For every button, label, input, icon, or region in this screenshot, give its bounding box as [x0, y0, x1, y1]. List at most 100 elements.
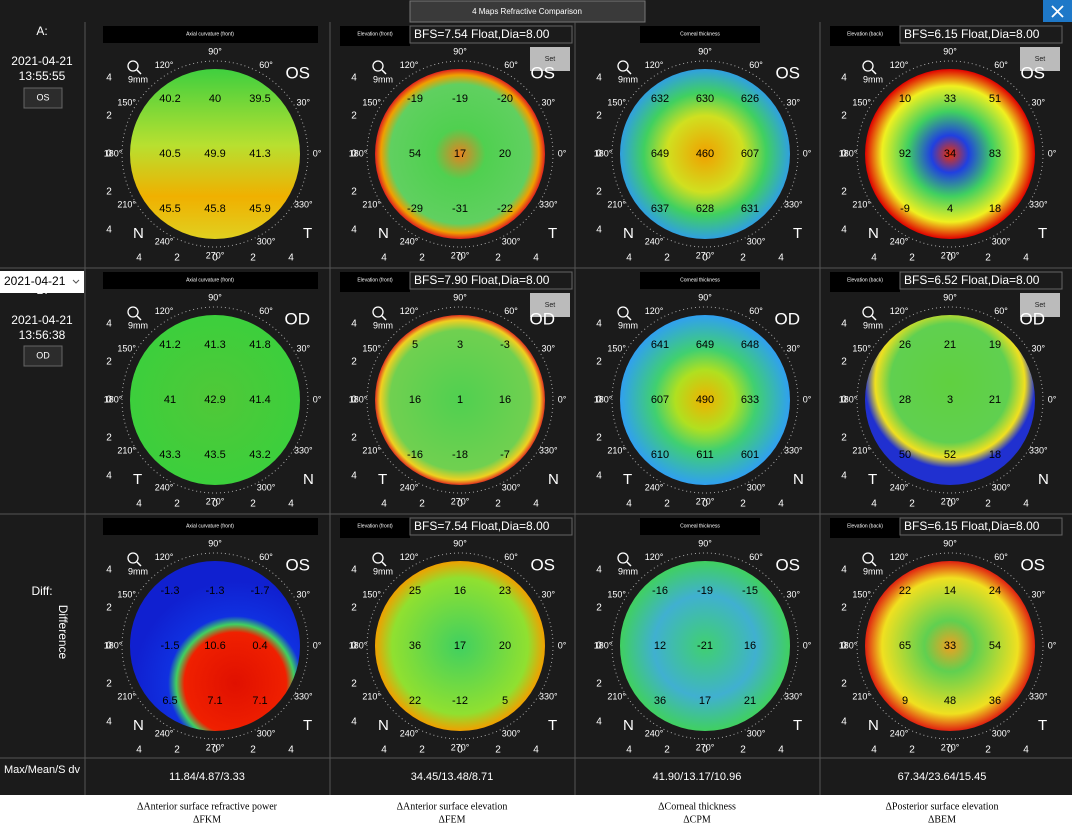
- x-tick-label: 2: [985, 745, 991, 756]
- x-tick-label: 0: [457, 745, 463, 756]
- y-tick-label: 2: [106, 357, 112, 368]
- angle-label: 30°: [787, 343, 801, 353]
- y-tick-label: 0: [841, 395, 847, 406]
- map-disc: [865, 561, 1035, 731]
- map-disc: [375, 561, 545, 731]
- x-tick-label: 2: [985, 253, 991, 264]
- y-tick-label: 0: [106, 149, 112, 160]
- y-tick-label: 4: [596, 319, 602, 330]
- map-value: -22: [497, 203, 513, 215]
- eye-label: OS: [775, 63, 800, 82]
- set-button-text: Set: [1035, 302, 1046, 309]
- y-tick-label: 4: [596, 73, 602, 84]
- map-disc: [130, 69, 300, 239]
- map-value: 9: [902, 695, 908, 707]
- map-value: 5: [412, 339, 418, 351]
- row-time: 13:55:55: [19, 69, 66, 83]
- x-tick-label: 2: [495, 499, 501, 510]
- angle-label: 180°: [594, 640, 613, 650]
- left-label: N: [378, 225, 389, 242]
- x-tick-label: 2: [419, 745, 425, 756]
- angle-label: 30°: [1032, 589, 1046, 599]
- bfs-box: [409, 517, 573, 536]
- set-button[interactable]: [1020, 293, 1060, 317]
- y-tick-label: 2: [841, 111, 847, 122]
- bfs-text: BFS=6.15 Float,Dia=8.00: [904, 519, 1040, 533]
- map-value: 1: [457, 394, 463, 406]
- zoom-icon: [862, 306, 874, 318]
- eye-button[interactable]: [23, 345, 63, 367]
- x-tick-label: 2: [740, 253, 746, 264]
- right-label: T: [1038, 225, 1047, 242]
- y-tick-label: 0: [841, 149, 847, 160]
- angle-label: 330°: [539, 445, 558, 455]
- map-value: 41.2: [159, 339, 180, 351]
- map-header: Axial curvature (front): [186, 523, 234, 529]
- map-value: -19: [407, 93, 423, 105]
- map-value: 641: [651, 339, 669, 351]
- y-tick-label: 4: [106, 717, 112, 728]
- angle-label: 30°: [787, 589, 801, 599]
- y-tick-label: 2: [841, 187, 847, 198]
- map-value: 92: [899, 148, 911, 160]
- x-tick-label: 4: [136, 499, 142, 510]
- zoom-icon-handle: [626, 69, 632, 75]
- zoom-icon: [862, 60, 874, 72]
- map-value: 0.4: [252, 640, 267, 652]
- angle-ring: [856, 306, 1044, 494]
- map-value: -12: [452, 695, 468, 707]
- angle-label: 180°: [104, 640, 123, 650]
- map-value: 10: [899, 93, 911, 105]
- map-value: 607: [651, 394, 669, 406]
- zoom-label: 9mm: [618, 320, 638, 330]
- map-value: 52: [944, 449, 956, 461]
- x-tick-label: 4: [533, 745, 539, 756]
- y-tick-label: 2: [106, 187, 112, 198]
- map-disc: [865, 69, 1035, 239]
- angle-label: 210°: [362, 691, 381, 701]
- y-tick-label: 2: [841, 433, 847, 444]
- left-label: N: [868, 717, 879, 734]
- angle-label: 270°: [206, 496, 225, 506]
- x-tick-label: 0: [702, 499, 708, 510]
- angle-label: 150°: [362, 589, 381, 599]
- set-button[interactable]: [1020, 47, 1060, 71]
- angle-label: 180°: [594, 148, 613, 158]
- y-tick-label: 2: [106, 433, 112, 444]
- set-button[interactable]: [530, 47, 570, 71]
- y-tick-label: 4: [351, 225, 357, 236]
- angle-label: 270°: [451, 250, 470, 260]
- angle-label: 300°: [747, 483, 766, 493]
- zoom-icon: [127, 60, 139, 72]
- x-tick-label: 4: [288, 253, 294, 264]
- angle-label: 300°: [992, 729, 1011, 739]
- x-tick-label: 4: [288, 745, 294, 756]
- angle-label: 90°: [453, 292, 467, 302]
- angle-label: 90°: [698, 292, 712, 302]
- caption-line1: ΔPosterior surface elevation: [885, 801, 998, 812]
- set-button[interactable]: [530, 293, 570, 317]
- map-header: Elevation (back): [847, 523, 883, 529]
- angle-label: 330°: [1029, 445, 1048, 455]
- angle-label: 180°: [104, 394, 123, 404]
- x-tick-label: 2: [250, 253, 256, 264]
- angle-label: 150°: [117, 343, 136, 353]
- y-tick-label: 2: [351, 187, 357, 198]
- eye-button[interactable]: [23, 87, 63, 109]
- angle-label: 180°: [349, 394, 368, 404]
- x-tick-label: 2: [740, 499, 746, 510]
- y-tick-label: 4: [841, 717, 847, 728]
- x-tick-label: 4: [1023, 499, 1029, 510]
- left-label: T: [133, 471, 142, 488]
- eye-button-text: OD: [36, 350, 50, 360]
- map-value: 36: [989, 695, 1001, 707]
- bfs-text: BFS=7.54 Float,Dia=8.00: [414, 27, 550, 41]
- date-select[interactable]: [0, 271, 84, 293]
- angle-label: 150°: [852, 343, 871, 353]
- caption-line1: ΔAnterior surface elevation: [397, 801, 508, 812]
- y-tick-label: 2: [351, 357, 357, 368]
- map-value: -31: [452, 203, 468, 215]
- angle-label: 120°: [645, 306, 664, 316]
- map-disc: [375, 315, 545, 485]
